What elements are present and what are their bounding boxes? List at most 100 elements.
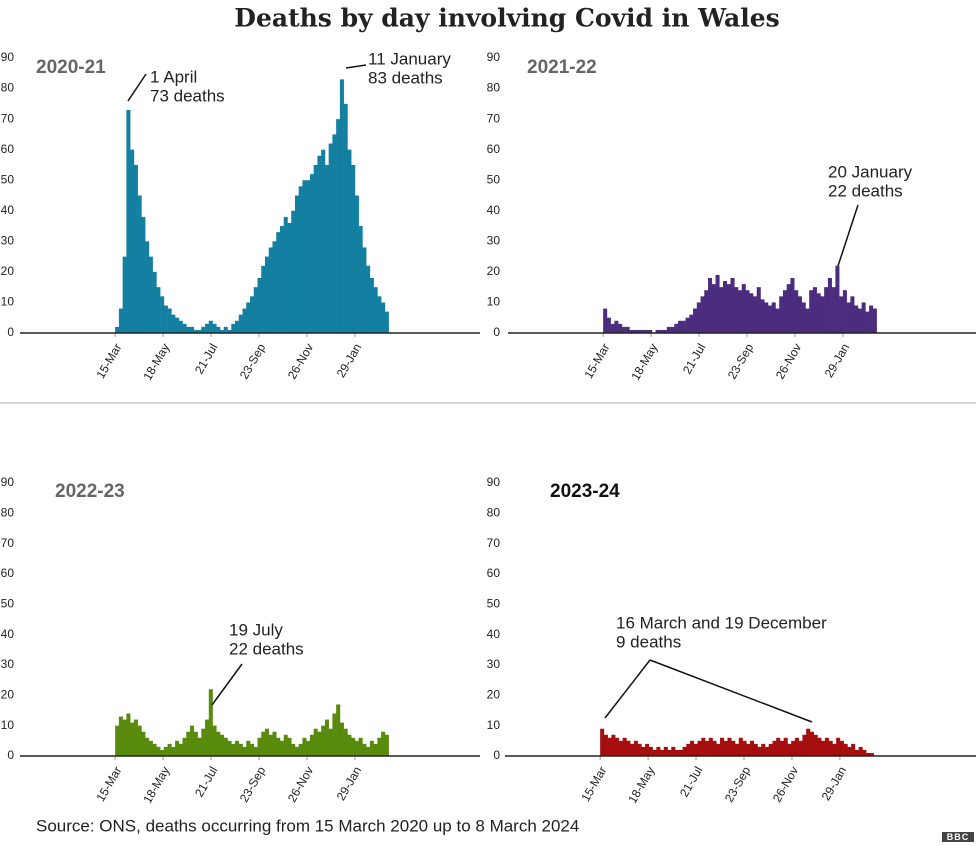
bar <box>813 734 818 756</box>
bar <box>600 728 605 756</box>
bar <box>291 210 296 333</box>
bar <box>369 740 374 756</box>
bar <box>148 256 153 333</box>
bar <box>690 740 695 756</box>
annotation: 22 deaths <box>229 639 304 658</box>
bar <box>869 305 874 333</box>
bar <box>674 323 679 333</box>
bar <box>298 743 303 756</box>
bar <box>686 743 691 756</box>
bar <box>148 740 153 756</box>
bar <box>276 737 281 756</box>
y-tick-label: 0 <box>493 325 500 339</box>
bar <box>854 749 859 756</box>
bar <box>298 186 303 333</box>
bar <box>767 305 773 333</box>
bar <box>678 320 683 333</box>
bar <box>175 740 180 756</box>
bar <box>820 296 825 333</box>
bar <box>745 290 750 333</box>
bar <box>618 740 623 756</box>
bar <box>351 164 356 333</box>
bar <box>381 302 386 333</box>
bar <box>118 716 123 756</box>
bar <box>235 320 240 333</box>
bar <box>749 740 755 756</box>
bar <box>809 290 814 333</box>
bar <box>735 743 740 756</box>
bar <box>257 737 262 756</box>
bar <box>648 329 653 333</box>
bar <box>696 302 701 333</box>
bar <box>291 743 296 756</box>
bar <box>373 743 378 756</box>
bar <box>358 737 363 756</box>
bar <box>250 296 255 333</box>
bar <box>787 743 792 756</box>
bar <box>366 746 371 756</box>
y-tick-label: 30 <box>487 657 501 671</box>
bar <box>738 290 743 333</box>
y-tick-label: 20 <box>487 688 501 702</box>
bar <box>742 740 747 756</box>
bar <box>689 314 694 333</box>
bar <box>614 320 619 333</box>
bar <box>257 278 262 333</box>
bar <box>328 143 333 333</box>
bar <box>152 271 157 333</box>
bar <box>197 329 202 333</box>
bar <box>115 725 120 756</box>
bar <box>306 740 311 756</box>
bar <box>186 731 191 756</box>
bar <box>847 746 852 756</box>
bar <box>343 728 348 756</box>
bar <box>122 719 127 756</box>
bar <box>317 731 322 756</box>
bar <box>268 734 273 756</box>
bar <box>242 746 247 756</box>
bar <box>220 734 225 756</box>
annotation-pointer <box>127 73 147 102</box>
y-tick-label: 40 <box>487 627 501 641</box>
bar <box>197 737 202 756</box>
y-tick-label: 60 <box>487 142 501 156</box>
y-tick-label: 30 <box>487 234 501 248</box>
bar <box>201 728 206 756</box>
bar <box>720 737 725 756</box>
bar <box>302 737 307 756</box>
y-tick-label: 60 <box>1 142 15 156</box>
bar <box>764 302 769 333</box>
bar <box>133 719 138 756</box>
bar <box>309 174 314 333</box>
bar <box>682 746 687 756</box>
bar <box>611 734 616 756</box>
bar <box>704 290 709 333</box>
bar <box>381 731 386 756</box>
y-tick-label: 70 <box>487 536 501 550</box>
bar <box>313 164 318 333</box>
bar <box>723 740 728 756</box>
bar <box>603 308 608 333</box>
y-tick-label: 0 <box>7 325 14 339</box>
y-tick-label: 70 <box>487 111 501 125</box>
bar <box>655 329 660 333</box>
annotation: 11 January <box>368 49 451 68</box>
bar <box>708 737 713 756</box>
y-tick-label: 20 <box>1 264 15 278</box>
bar <box>715 274 720 333</box>
annotation: 20 January <box>828 162 913 181</box>
bar <box>351 737 356 756</box>
y-tick-label: 90 <box>1 50 15 64</box>
bar <box>306 180 311 333</box>
bar <box>156 746 161 756</box>
bar <box>775 308 780 333</box>
bar <box>753 743 758 756</box>
bar <box>279 226 285 333</box>
bar <box>193 329 198 333</box>
bar <box>816 293 821 333</box>
bar <box>685 317 690 333</box>
bar <box>246 740 251 756</box>
bar <box>317 155 322 333</box>
chart-title: Deaths by day involving Covid in Wales <box>234 4 779 33</box>
